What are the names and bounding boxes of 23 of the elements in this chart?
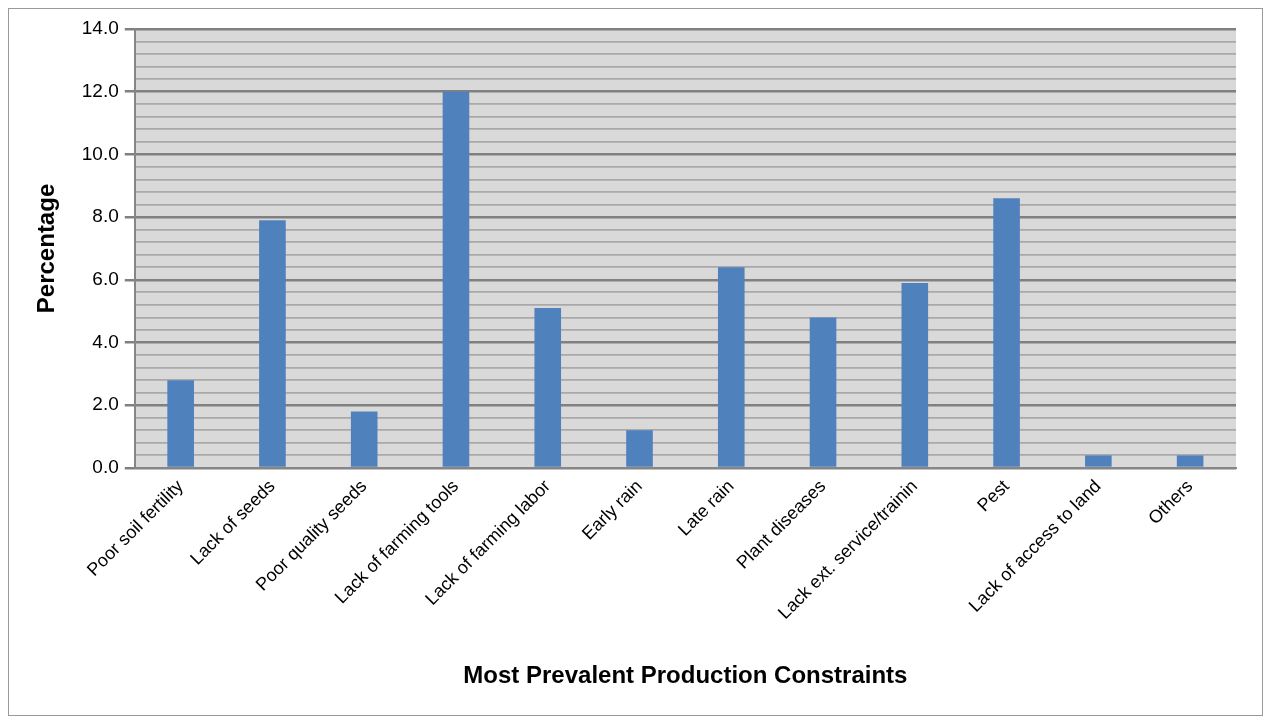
y-tick-label: 6.0 — [92, 268, 119, 290]
y-tick-label: 8.0 — [92, 205, 119, 227]
bar — [809, 317, 837, 467]
bar — [167, 380, 194, 467]
x-axis-title: Most Prevalent Production Constraints — [463, 661, 908, 689]
y-tick-label: 0.0 — [92, 456, 119, 478]
bar — [534, 308, 562, 467]
bar — [259, 220, 286, 467]
bar — [1176, 455, 1204, 467]
bar — [717, 267, 745, 467]
y-tick-label: 14.0 — [81, 17, 119, 39]
bar — [350, 411, 378, 467]
y-tick-label: 2.0 — [92, 393, 119, 415]
bar — [1085, 455, 1112, 467]
y-tick-label: 4.0 — [92, 330, 119, 352]
bar — [626, 430, 653, 467]
x-tick-label: Late rain — [673, 475, 738, 540]
bar — [901, 282, 929, 467]
y-tick-label: 10.0 — [81, 142, 119, 164]
y-axis-title: Percentage — [32, 183, 60, 314]
y-tick-label: 12.0 — [81, 79, 119, 101]
bar — [993, 198, 1020, 467]
bar — [442, 91, 470, 467]
